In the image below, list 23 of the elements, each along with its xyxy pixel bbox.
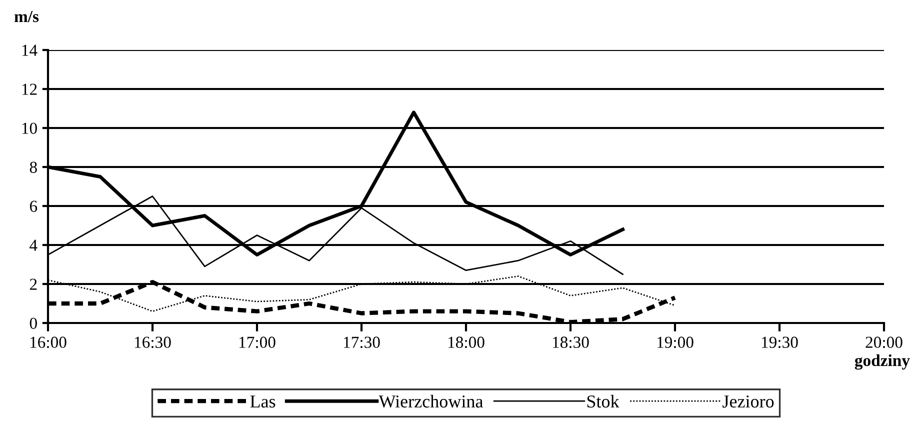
- x-tick-label: 19:30: [762, 336, 798, 348]
- x-tick-label: 19:00: [657, 336, 694, 348]
- x-tick-label: 18:30: [552, 336, 589, 348]
- y-tick-label: 4: [30, 240, 38, 251]
- y-axis-title: m/s: [14, 11, 39, 22]
- x-tick-label: 16:30: [134, 336, 171, 348]
- x-tick-label: 17:30: [344, 336, 380, 348]
- x-tick-label: 16:00: [30, 336, 66, 348]
- y-tick-label: 14: [22, 44, 38, 56]
- x-tick-label: 20:00: [866, 336, 902, 348]
- y-tick-label: 10: [22, 122, 37, 134]
- text: Wierzchowina: [378, 394, 484, 408]
- y-tick-label: 2: [30, 278, 37, 290]
- y-tick-label: 12: [22, 84, 37, 95]
- legend-label: Las: [250, 396, 276, 408]
- x-tick-label: 17:00: [239, 336, 276, 348]
- y-tick-label: 0: [30, 318, 37, 329]
- y-tick-label: 6: [30, 200, 38, 212]
- x-axis-title: godziny: [854, 354, 910, 370]
- legend-label: Jezioro: [722, 395, 774, 408]
- y-tick-label: 8: [30, 162, 37, 173]
- x-tick-label: 18:00: [448, 336, 484, 348]
- legend-label: Stok: [587, 394, 620, 408]
